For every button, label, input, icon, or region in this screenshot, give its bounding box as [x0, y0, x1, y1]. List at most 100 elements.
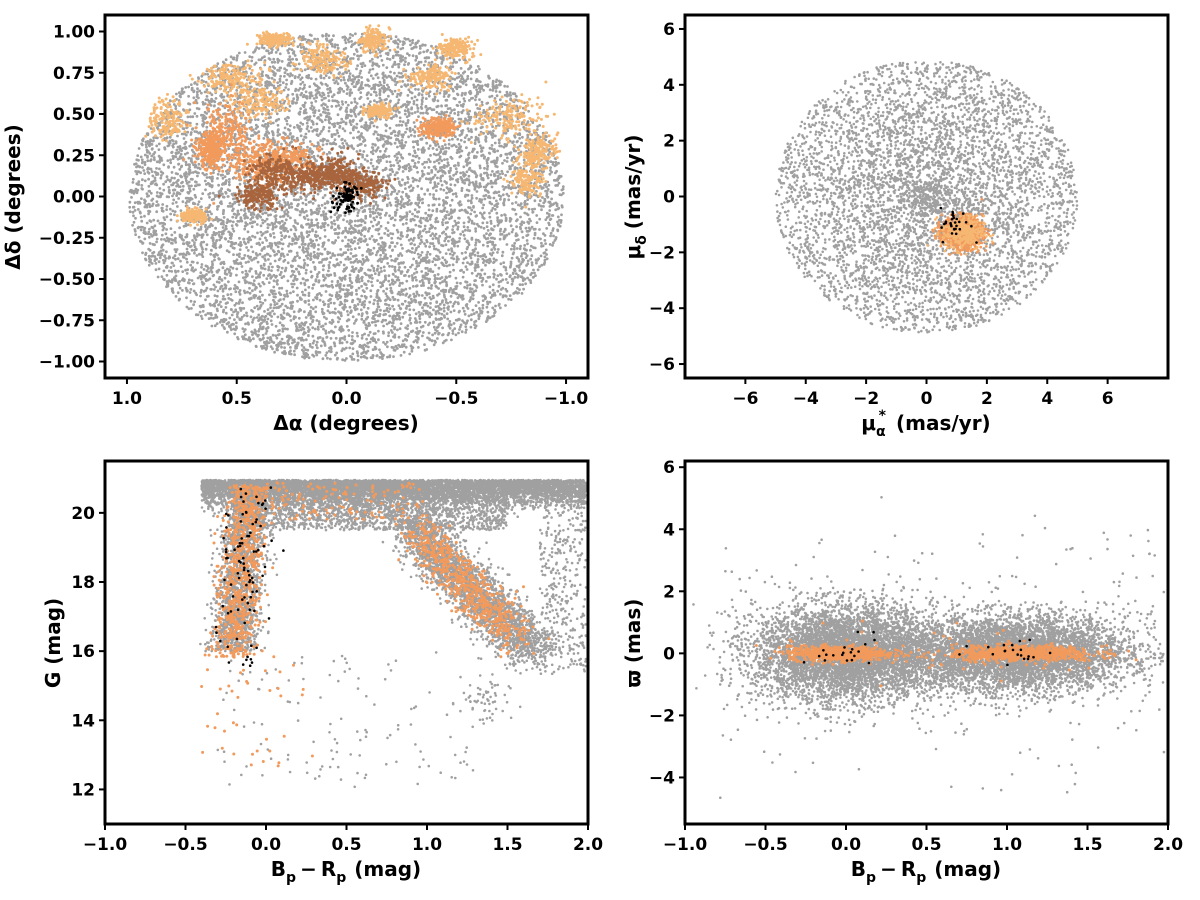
plx-xlabel-r-sub: p [916, 870, 926, 886]
cmd-ylabel: G (mag) [41, 598, 65, 688]
pm-xlabel-sup: * [879, 408, 887, 424]
plx-ytick-label: 0 [663, 644, 675, 664]
pm-xtick-label: −4 [793, 389, 819, 409]
cmd-core-point [214, 486, 285, 667]
sky-points [128, 24, 565, 362]
cmd-ytick-label: 12 [71, 780, 95, 800]
sky-xtick-label: 0.0 [331, 389, 361, 409]
plx-field-point [692, 496, 1166, 799]
sky-ytick-label: 0.25 [53, 146, 95, 166]
plx-ytick-label: −2 [649, 706, 675, 726]
cmd-ytick-label: 14 [71, 711, 95, 731]
plx-xtick-label: 0.0 [831, 835, 861, 855]
plx-ytick-label: −4 [649, 768, 675, 788]
pm-xtick-label: 4 [1041, 389, 1053, 409]
sky-core-point [329, 180, 363, 214]
sky-ytick-label: −0.50 [39, 270, 95, 290]
sky-xtick-label: 1.0 [112, 389, 142, 409]
plx-xlabel-minus: − [880, 857, 897, 881]
cmd-ytick-label: 20 [71, 504, 95, 524]
plx-ticks: −1.0 −0.5 0.0 0.5 1.0 1.5 2.0 6 4 2 0 −2 −4 [649, 458, 1183, 855]
plx-ylabel: ϖ (mas) [621, 599, 645, 688]
pm-points [774, 61, 1079, 334]
plx-ytick-label: 4 [663, 520, 675, 540]
plx-ytick-label: 2 [663, 582, 675, 602]
plx-xtick-label: −0.5 [743, 835, 787, 855]
pm-ylabel-sub: δ [634, 235, 650, 245]
plx-ytick-label: 6 [663, 458, 675, 478]
plx-points [692, 496, 1166, 799]
pm-ticks: −6 −4 −2 0 2 4 6 6 4 2 0 −2 −4 −6 [649, 20, 1114, 409]
sky-ytick-label: −0.25 [39, 229, 95, 249]
pm-ytick-label: −2 [649, 243, 675, 263]
cmd-ytick-label: 18 [71, 573, 95, 593]
sky-ytick-label: 1.00 [53, 23, 95, 43]
cmd-xlabel-r-sub: p [336, 870, 346, 886]
plx-xlabel-r: R [901, 857, 916, 881]
plx-xtick-label: 1.0 [992, 835, 1022, 855]
pm-xlabel-sub: α [876, 424, 886, 440]
sky-ytick-label: −1.00 [39, 353, 95, 373]
sky-ytick-label: 0.50 [53, 105, 95, 125]
pm-ylabel-unit: (mas/yr) [621, 134, 645, 229]
pm-ylabel-main: μ [621, 245, 645, 260]
plx-xtick-label: 0.5 [911, 835, 941, 855]
pm-ytick-label: 4 [663, 76, 675, 96]
pm-xtick-label: 0 [921, 389, 933, 409]
sky-ytick-label: 0.75 [53, 64, 95, 84]
sky-member-point [217, 145, 397, 213]
cmd-xlabel-unit: (mag) [354, 857, 421, 881]
pm-core-point [939, 206, 978, 244]
pm-ytick-label: −6 [649, 355, 675, 375]
cmd-xtick-label: 2.0 [573, 835, 603, 855]
cmd-xlabel: Bp − Rp (mag) [271, 857, 421, 886]
plx-xlabel: Bp − Rp (mag) [851, 857, 1001, 886]
cmd-xtick-label: 0.0 [251, 835, 281, 855]
pm-xtick-label: 6 [1102, 389, 1114, 409]
pm-xlabel-main: μ [861, 411, 876, 435]
plx-core-point [802, 630, 1052, 667]
cmd-points [199, 478, 588, 789]
sky-ticks: 1.0 0.5 0.0 −0.5 −1.0 1.00 0.75 0.50 0.25 0.00 −0.… [39, 23, 589, 410]
pm-field-point [774, 61, 1079, 334]
plx-xlabel-b: B [851, 857, 866, 881]
pm-xlabel-unit: (mas/yr) [896, 411, 991, 435]
cmd-xlabel-b-sub: p [286, 870, 296, 886]
plx-xlabel-b-sub: p [866, 870, 876, 886]
plx-xtick-label: 2.0 [1153, 835, 1183, 855]
plx-xtick-label: −1.0 [663, 835, 708, 855]
cmd-xtick-label: 1.5 [492, 835, 522, 855]
cmd-ytick-label: 16 [71, 642, 95, 662]
sky-xlabel: Δα (degrees) [273, 411, 419, 435]
cmd-xtick-label: −1.0 [83, 835, 128, 855]
cmd-xtick-label: −0.5 [163, 835, 207, 855]
sky-ytick-label: −0.75 [39, 311, 95, 331]
pm-xtick-label: 2 [981, 389, 993, 409]
pm-xtick-label: −2 [853, 389, 879, 409]
sky-xtick-label: 0.5 [222, 389, 252, 409]
cmd-xlabel-minus: − [300, 857, 317, 881]
sky-xtick-label: −0.5 [434, 389, 478, 409]
cmd-xtick-label: 1.0 [412, 835, 442, 855]
pm-ytick-label: 2 [663, 132, 675, 152]
pm-ylabel: μδ (mas/yr) [621, 134, 650, 259]
plx-xlabel-unit: (mag) [934, 857, 1001, 881]
sky-ylabel: Δδ (degrees) [1, 124, 25, 270]
pm-ytick-label: −4 [649, 299, 675, 319]
cmd-xtick-label: 0.5 [331, 835, 361, 855]
cmd-xlabel-r: R [321, 857, 336, 881]
sky-ytick-label: 0.00 [53, 188, 95, 208]
panel-sky: 1.0 0.5 0.0 −0.5 −1.0 1.00 0.75 0.50 0.25 0.00 −0.… [1, 13, 590, 435]
sky-member-point [144, 24, 562, 227]
cmd-xlabel-b: B [271, 857, 286, 881]
cmd-field-point [199, 478, 588, 789]
pm-xlabel: μα* (mas/yr) [861, 408, 990, 440]
sky-xtick-label: −1.0 [544, 389, 589, 409]
pm-ytick-label: 0 [663, 188, 675, 208]
plx-xtick-label: 1.5 [1072, 835, 1102, 855]
pm-ytick-label: 6 [663, 20, 675, 40]
